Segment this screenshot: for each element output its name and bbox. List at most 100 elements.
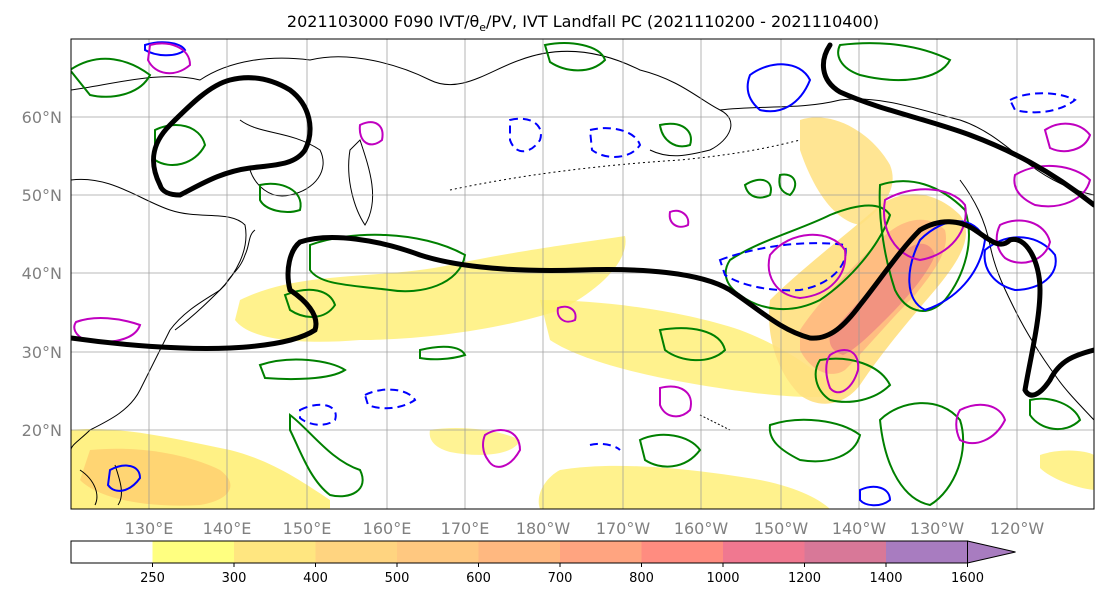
pv-contours-blue xyxy=(106,41,1057,507)
lon-tick-label: 150°E xyxy=(283,519,332,538)
lat-tick-label: 20°N xyxy=(22,421,62,440)
pv-dashed-contour xyxy=(509,117,542,153)
ivt-region-far-east xyxy=(1040,450,1094,490)
pv-contour xyxy=(154,124,207,166)
pv-contours-blue-dashed xyxy=(299,92,1077,451)
theta-contour xyxy=(1043,122,1092,153)
pv-contour xyxy=(638,433,702,468)
lon-tick-label: 150°W xyxy=(754,519,809,538)
pv-dashed-contour xyxy=(588,127,642,158)
pv-contour xyxy=(778,173,797,197)
coast-north-america xyxy=(959,179,1094,421)
theta-contour xyxy=(883,188,967,262)
pv-contour xyxy=(283,288,337,318)
pv-blue-contour xyxy=(144,41,187,57)
theta-contour xyxy=(73,317,142,343)
ivt-region-hawaii xyxy=(429,428,520,455)
colorbar-label: 1600 xyxy=(951,571,984,586)
colorbar-labels: 250 300 400 500 600 700 800 1000 1200 1400 1600 xyxy=(140,563,984,586)
theta-contour xyxy=(146,42,192,75)
landfall-contours xyxy=(71,42,1094,398)
colorbar xyxy=(70,540,1016,564)
lat-tick-labels: 60°N 50°N 40°N 30°N 20°N xyxy=(22,108,62,440)
colorbar-label: 300 xyxy=(222,571,247,586)
landfall-contour-north xyxy=(150,75,313,198)
pv-dashed-contour xyxy=(363,388,417,410)
lat-tick-label: 50°N xyxy=(22,186,62,205)
pv-dashed-contour xyxy=(718,242,847,292)
colorbar-segment xyxy=(234,541,316,563)
ivt-region-central-band xyxy=(540,300,840,397)
colorbar-label: 700 xyxy=(548,571,573,586)
theta-contour xyxy=(825,349,860,394)
gridlines xyxy=(71,39,1094,509)
map-frame xyxy=(70,38,1095,510)
colorbar-segment xyxy=(723,541,805,563)
lon-tick-label: 170°W xyxy=(596,519,651,538)
chart-title: 2021103000 F090 IVT/θe/PV, IVT Landfall … xyxy=(287,12,879,34)
lon-tick-label: 160°E xyxy=(363,519,412,538)
lon-tick-labels: 130°E 140°E 150°E 160°E 170°E 180°W 170°… xyxy=(125,519,1045,538)
pv-blue-contour xyxy=(983,236,1057,292)
lat-tick-label: 60°N xyxy=(22,108,62,127)
colorbar-segment xyxy=(397,541,479,563)
colorbar-label: 250 xyxy=(140,571,165,586)
coast-philippines xyxy=(79,464,122,506)
colorbar-extend-arrow xyxy=(967,540,1016,564)
coast-asia-mainland xyxy=(71,178,247,451)
theta-contour xyxy=(668,209,690,228)
colorbar-segment xyxy=(478,541,561,563)
coastlines xyxy=(71,50,1094,506)
pv-blue-contour xyxy=(859,485,892,507)
colorbar-label: 1000 xyxy=(706,571,739,586)
colorbar-segment xyxy=(560,541,642,563)
lon-tick-label: 130°W xyxy=(910,519,965,538)
landfall-contour-main xyxy=(71,219,1094,398)
lon-tick-label: 130°E xyxy=(125,519,174,538)
lon-tick-label: 160°W xyxy=(674,519,729,538)
landfall-contour-east xyxy=(820,42,1094,208)
lon-tick-label: 120°W xyxy=(990,519,1045,538)
ivt-region-ar-core xyxy=(829,243,935,355)
coast-japan xyxy=(174,229,256,331)
colorbar-label: 1200 xyxy=(788,571,821,586)
lat-tick-label: 30°N xyxy=(22,343,62,362)
pv-contour xyxy=(837,42,952,81)
coast-siberia xyxy=(71,50,732,157)
colorbar-segment xyxy=(315,541,398,563)
pv-contour xyxy=(289,412,364,498)
ivt-region-east-tropics xyxy=(538,465,830,509)
colorbar-segment xyxy=(886,541,968,563)
colorbar-label: 500 xyxy=(385,571,410,586)
pv-contour xyxy=(543,42,607,72)
theta-contour xyxy=(482,429,522,468)
colorbar-segment xyxy=(641,541,724,563)
theta-contour xyxy=(1013,164,1092,208)
colorbar-segment xyxy=(71,541,153,563)
pv-contour xyxy=(658,327,727,362)
coast-hawaii xyxy=(699,414,731,431)
pv-contour xyxy=(258,358,347,381)
theta-contour xyxy=(955,403,1007,445)
coast-kamchatka xyxy=(348,139,374,226)
pv-dashed-contour xyxy=(589,442,621,451)
pv-dashed-contour xyxy=(299,403,337,426)
lon-tick-label: 180°W xyxy=(516,519,571,538)
lon-tick-label: 140°W xyxy=(832,519,887,538)
pv-blue-contour xyxy=(106,464,142,492)
colorbar-label: 1400 xyxy=(869,571,902,586)
pv-contour xyxy=(309,233,467,293)
pv-contour xyxy=(259,182,302,213)
coast-aleutians xyxy=(449,139,801,191)
pv-blue-contour xyxy=(746,63,812,113)
coast-okhotsk xyxy=(239,119,324,197)
ivt-region-gulf-alaska xyxy=(800,117,893,225)
coast-alaska xyxy=(719,98,1094,196)
pv-contour xyxy=(658,122,692,148)
pv-dashed-contour xyxy=(1008,92,1077,114)
pv-contour xyxy=(1029,397,1082,431)
theta-contour xyxy=(659,385,692,418)
colorbar-label: 400 xyxy=(303,571,328,586)
colorbar-label: 800 xyxy=(629,571,654,586)
